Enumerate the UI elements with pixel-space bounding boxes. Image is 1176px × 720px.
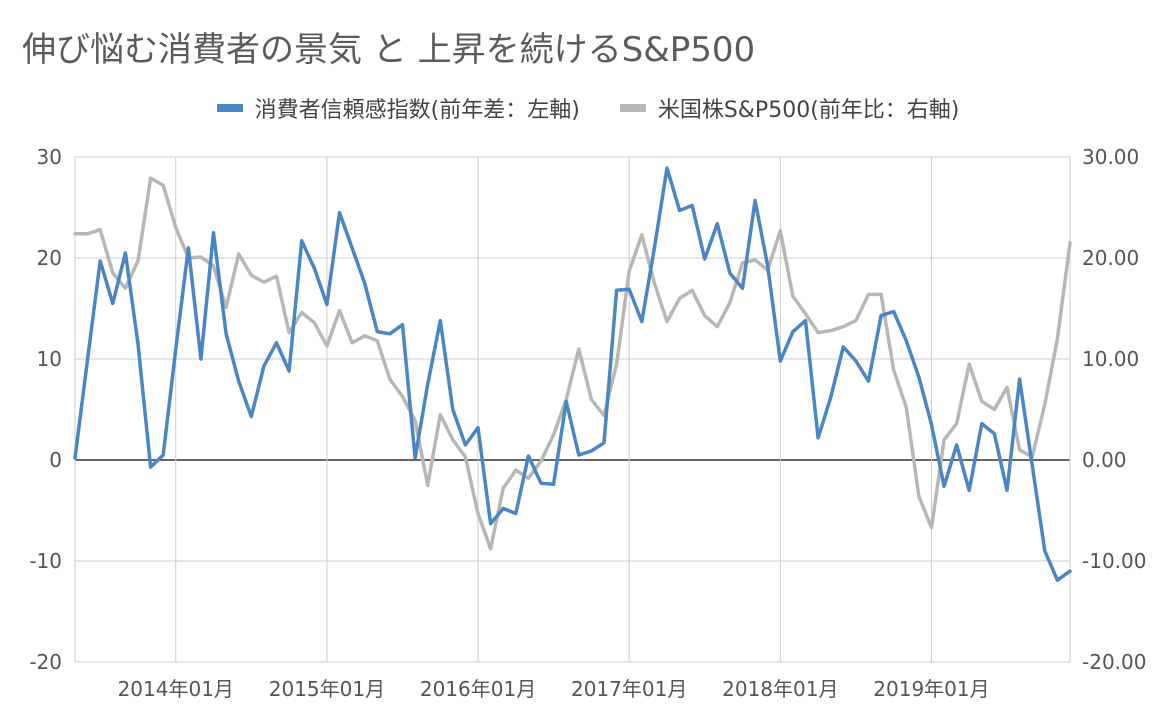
left-axis-tick-label: 20 (37, 246, 62, 270)
chart-title: 伸び悩む消費者の景気 と 上昇を続けるS&P500 (22, 30, 756, 70)
right-axis-tick-label: 10.00 (1082, 347, 1139, 371)
x-axis-tick-label: 2018年01月 (722, 677, 838, 701)
left-axis-tick-label: 10 (37, 347, 62, 371)
right-axis-tick-label: 0.00 (1082, 448, 1127, 472)
x-axis-tick-label: 2017年01月 (571, 677, 687, 701)
left-axis-tick-label: 30 (37, 145, 62, 169)
right-axis-tick-label: 20.00 (1082, 246, 1139, 270)
legend-label-sp500: 米国株S&P500(前年比：右軸) (657, 98, 960, 123)
right-axis-tick-label: -10.00 (1082, 549, 1146, 573)
x-axis-tick-label: 2019年01月 (873, 677, 989, 701)
right-axis-tick-label: -20.00 (1082, 650, 1146, 674)
chart-legend: 消費者信頼感指数(前年差：左軸) 米国株S&P500(前年比：右軸) (0, 92, 1176, 124)
legend-item-consumer: 消費者信頼感指数(前年差：左軸) (216, 92, 580, 124)
legend-item-sp500: 米国株S&P500(前年比：右軸) (619, 92, 960, 124)
legend-label-consumer: 消費者信頼感指数(前年差：左軸) (254, 98, 580, 123)
x-axis-tick-label: 2016年01月 (420, 677, 536, 701)
series-line-consumer-confidence (73, 166, 1072, 582)
legend-swatch-consumer (216, 104, 243, 112)
series-line-sp500 (73, 176, 1072, 551)
left-axis-tick-label: -20 (29, 650, 62, 674)
legend-swatch-sp500 (619, 104, 646, 112)
right-axis-tick-label: 30.00 (1082, 145, 1139, 169)
x-axis-tick-label: 2015年01月 (269, 677, 385, 701)
x-axis-tick-label: 2014年01月 (118, 677, 234, 701)
left-axis-tick-label: 0 (49, 448, 62, 472)
left-axis-tick-label: -10 (29, 549, 62, 573)
